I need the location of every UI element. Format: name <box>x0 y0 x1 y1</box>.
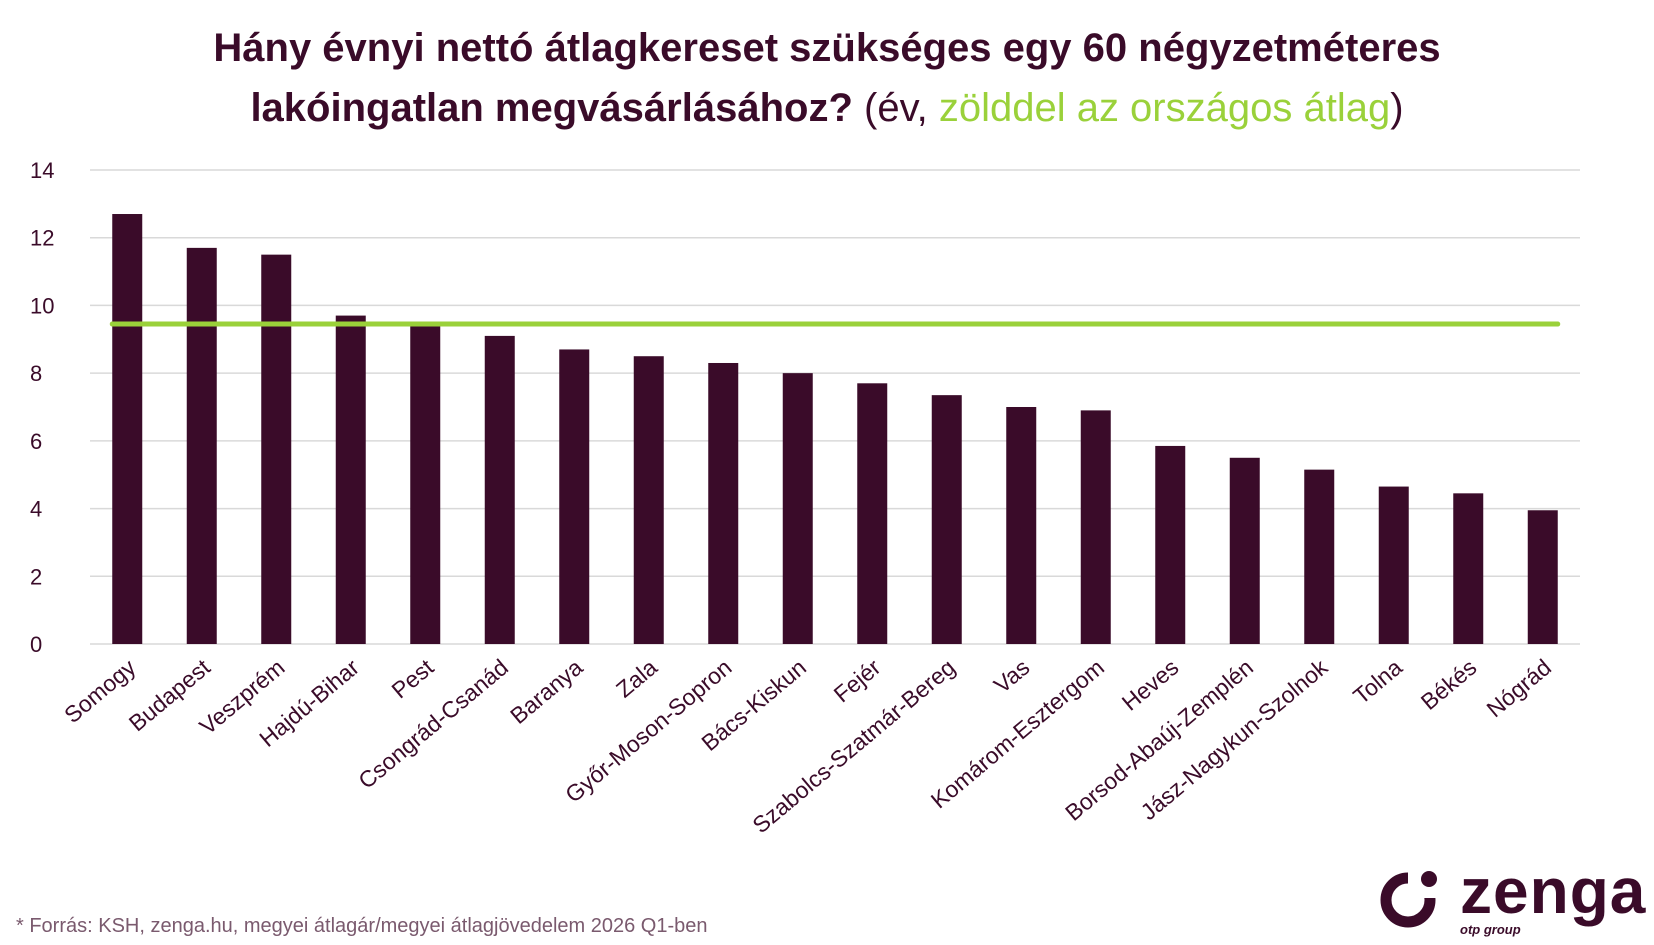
y-tick-label: 0 <box>30 632 42 657</box>
y-tick-label: 14 <box>30 158 54 183</box>
bar <box>782 373 813 644</box>
title-average-note: zölddel az országos átlag <box>938 86 1391 130</box>
title-paren-open: (év, <box>852 86 939 130</box>
bar <box>261 254 292 644</box>
bar <box>1378 486 1409 644</box>
bar <box>559 349 590 644</box>
x-tick-label: Nógrád <box>1481 654 1556 722</box>
title-line-2-bold: lakóingatlan megvásárlásához? <box>250 86 853 130</box>
logo-tagline: otp group <box>1460 922 1521 937</box>
x-tick-label: Vas <box>989 654 1035 698</box>
bar <box>931 395 962 644</box>
title-line-2: lakóingatlan megvásárlásához? (év, zöldd… <box>0 78 1654 138</box>
bar <box>708 362 739 644</box>
title-line-1: Hány évnyi nettó átlagkereset szükséges … <box>213 26 1441 70</box>
y-axis-ticks: 0 2 4 6 8 10 12 14 <box>30 158 54 657</box>
x-tick-label: Békés <box>1416 654 1482 715</box>
bars <box>112 214 1558 644</box>
bar <box>1527 510 1558 644</box>
y-tick-label: 2 <box>30 564 42 589</box>
source-footnote: * Forrás: KSH, zenga.hu, megyei átlagár/… <box>16 915 708 937</box>
title-paren-close: ) <box>1390 86 1404 130</box>
x-tick-label: Heves <box>1117 654 1184 716</box>
bar <box>112 214 143 644</box>
x-tick-label: Pest <box>386 654 438 704</box>
x-tick-label: Tolna <box>1348 654 1407 709</box>
y-tick-label: 8 <box>30 361 42 386</box>
y-tick-label: 6 <box>30 429 42 454</box>
logo-wordmark: zenga <box>1460 855 1647 927</box>
x-tick-label: Baranya <box>505 654 587 729</box>
bar <box>410 325 441 644</box>
bar <box>484 335 515 644</box>
zenga-logo-icon <box>1380 870 1442 928</box>
bar <box>1006 407 1037 644</box>
bar <box>857 383 888 644</box>
y-tick-label: 10 <box>30 293 54 318</box>
bar <box>335 315 366 644</box>
bar <box>1304 469 1335 644</box>
bar <box>1080 410 1111 644</box>
bar <box>633 356 664 644</box>
zenga-logo: zenga otp group <box>1378 855 1648 940</box>
chart-title: Hány évnyi nettó átlagkereset szükséges … <box>0 18 1654 138</box>
y-tick-label: 12 <box>30 226 54 251</box>
x-tick-label: Zala <box>611 654 662 703</box>
bar <box>1229 457 1260 644</box>
x-tick-label: Fejér <box>829 654 886 708</box>
bar <box>1453 493 1484 644</box>
gridlines <box>90 169 1580 645</box>
bar <box>1155 445 1186 644</box>
bar <box>186 247 217 644</box>
y-tick-label: 4 <box>30 497 42 522</box>
